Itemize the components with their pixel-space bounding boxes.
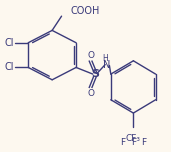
Text: F: F — [121, 138, 126, 147]
Text: O: O — [87, 89, 94, 98]
Text: Cl: Cl — [5, 38, 14, 48]
Text: F: F — [131, 138, 136, 147]
Text: O: O — [87, 51, 94, 60]
Text: CF₃: CF₃ — [126, 134, 141, 143]
Text: F: F — [141, 138, 146, 147]
Text: H: H — [102, 54, 108, 63]
Text: Cl: Cl — [4, 62, 14, 73]
Text: N: N — [103, 60, 111, 70]
Text: COOH: COOH — [71, 6, 100, 16]
Text: S: S — [91, 69, 99, 79]
